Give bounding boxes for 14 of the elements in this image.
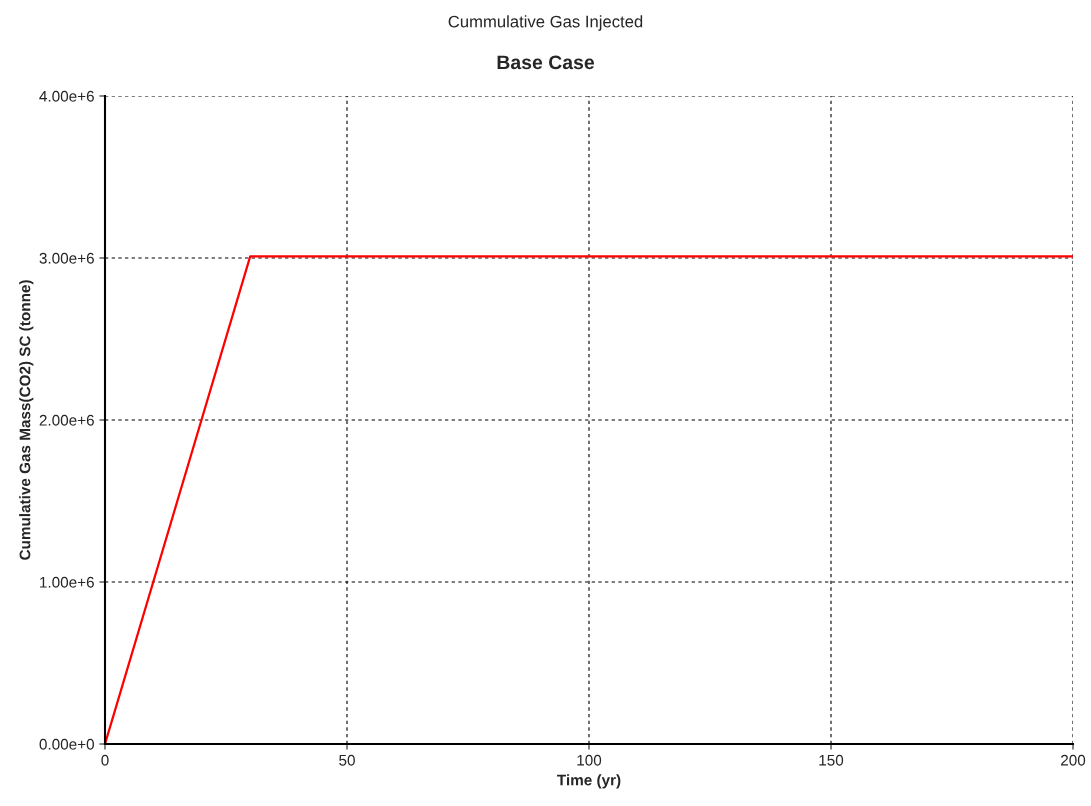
y-axis-title: Cumulative Gas Mass(CO2) SC (tonne) [19, 280, 34, 560]
y-tick-label: 1.00e+6 [40, 576, 94, 588]
chart-subtitle: Base Case [497, 55, 595, 70]
x-tick-label: 100 [577, 754, 602, 766]
y-tick-label: 2.00e+6 [39, 414, 94, 426]
x-tick-label: 150 [819, 754, 844, 766]
x-tick-label: 200 [1061, 754, 1086, 766]
y-tick-label: 0.00e+0 [39, 738, 94, 750]
x-tick-label: 0 [101, 754, 109, 766]
x-tick-label: 50 [339, 754, 355, 766]
y-tick-label: 3.00e+6 [39, 252, 94, 264]
chart-title: Cummulative Gas Injected [448, 15, 643, 31]
y-tick-label: 4.00e+6 [39, 90, 94, 102]
x-axis-title: Time (yr) [557, 774, 621, 789]
